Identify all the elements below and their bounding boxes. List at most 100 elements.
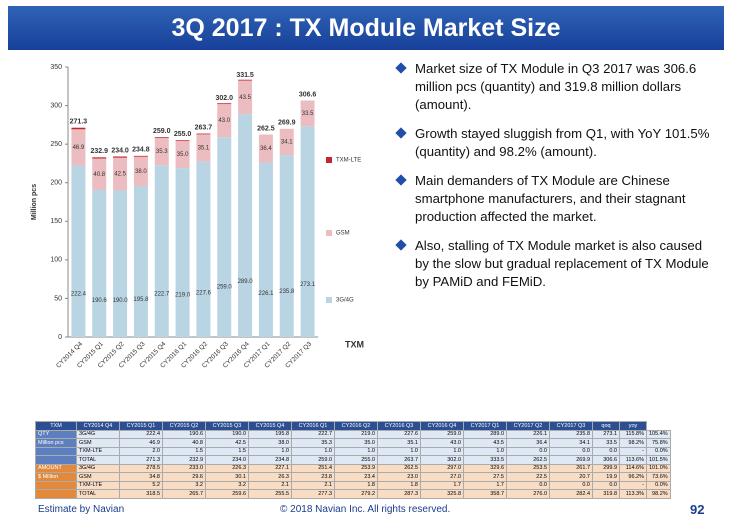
y-tick-label: 350	[50, 64, 62, 71]
row-label: TXM-LTE	[76, 480, 120, 490]
cell: 329.6	[463, 463, 507, 473]
cell: 1.0	[291, 446, 335, 456]
cell: 233.0	[162, 463, 206, 473]
legend-label: 3G/4G	[336, 298, 354, 304]
cell: 234.8	[248, 455, 292, 465]
cell: 318.5	[119, 489, 163, 499]
bar-segment	[92, 157, 107, 159]
bullet-list: Market size of TX Module in Q3 2017 was …	[395, 60, 715, 302]
header-row: TXM CY2014 Q4 CY2015 Q1 CY2015 Q2 CY2015 Q3 C…	[35, 421, 671, 431]
cell: 227.1	[248, 463, 292, 473]
bar-segment	[196, 161, 211, 337]
cell: 261.7	[549, 463, 593, 473]
group-cell: $ Million	[35, 472, 77, 482]
legend-label: TXM-LTE	[336, 158, 361, 164]
cell: 27.0	[420, 472, 464, 482]
cell: 306.6	[592, 455, 620, 465]
header-cell: CY2016 Q1	[291, 421, 335, 431]
cell: 33.5	[592, 438, 620, 448]
cell: 263.7	[377, 455, 421, 465]
bar-segment	[133, 155, 148, 157]
bullet: Main demanders of TX Module are Chinese …	[395, 172, 715, 226]
header-cell: yoy	[619, 421, 647, 431]
legend-swatch	[326, 297, 332, 303]
cell: 235.8	[549, 429, 593, 439]
data-label: 35.1	[198, 145, 210, 151]
cell: 96.2%	[619, 472, 647, 482]
row-label: 3G/4G	[76, 429, 120, 439]
bar-segment	[133, 156, 148, 186]
cell: 35.0	[334, 438, 378, 448]
cell: 190.6	[162, 429, 206, 439]
cell: 0.0	[549, 480, 593, 490]
bar-segment	[113, 156, 128, 158]
cell: -	[619, 480, 647, 490]
cell: 262.5	[377, 463, 421, 473]
cell: 43.5	[463, 438, 507, 448]
bar-segment	[217, 104, 232, 138]
data-label: 38.0	[135, 169, 147, 175]
cell: 34.1	[549, 438, 593, 448]
cell: 222.4	[119, 429, 163, 439]
data-label: 222.4	[71, 292, 87, 298]
cell: 278.5	[119, 463, 163, 473]
cell: 232.9	[162, 455, 206, 465]
bar-segment	[196, 133, 211, 135]
group-cell: AMOUNT	[35, 463, 77, 473]
bar-segment	[196, 134, 211, 162]
cell: 0.0%	[646, 446, 671, 456]
table-row: AMOUNT 3G/4G 278.5 233.0 226.3 227.1 251.4 253.…	[35, 463, 671, 473]
total-label: 234.0	[111, 147, 129, 154]
data-label: 40.8	[93, 172, 105, 178]
row-label: GSM	[76, 472, 120, 482]
cell: 114.6%	[619, 463, 647, 473]
cell: 30.1	[205, 472, 249, 482]
data-label: 235.8	[279, 289, 295, 295]
cell: 190.0	[205, 429, 249, 439]
bar-segment	[154, 137, 169, 138]
cell: 255.0	[334, 455, 378, 465]
cell: 234.0	[205, 455, 249, 465]
cell: 299.9	[592, 463, 620, 473]
data-label: 33.5	[302, 111, 314, 117]
bullet: Growth stayed sluggish from Q1, with YoY…	[395, 125, 715, 161]
cell: 1.0	[377, 446, 421, 456]
bullet: Also, stalling of TX Module market is al…	[395, 237, 715, 291]
table-row: $ Million GSM 34.8 29.6 30.1 26.3 23.8 23.4 23.0…	[35, 472, 671, 482]
cell: 226.3	[205, 463, 249, 473]
cell: 105.4%	[646, 429, 671, 439]
cell: 0.0	[592, 446, 620, 456]
cell: 23.4	[334, 472, 378, 482]
cell: 259.0	[420, 429, 464, 439]
cell: 3.2	[205, 480, 249, 490]
cell: 273.1	[592, 429, 620, 439]
cell: 287.3	[377, 489, 421, 499]
cell: 279.2	[334, 489, 378, 499]
cell: 113.3%	[619, 489, 647, 499]
cell: 269.9	[549, 455, 593, 465]
data-label: 195.8	[133, 297, 149, 303]
cell: 0.0%	[646, 480, 671, 490]
cell: 319.8	[592, 489, 620, 499]
legend-swatch	[326, 230, 332, 236]
row-label: TOTAL	[76, 489, 120, 499]
data-label: 42.5	[114, 172, 126, 178]
header-cell: CY2016 Q4	[420, 421, 464, 431]
cell: 1.8	[377, 480, 421, 490]
cell: 2.1	[248, 480, 292, 490]
group-cell	[35, 446, 77, 456]
title-banner: 3Q 2017 : TX Module Market Size	[8, 6, 724, 50]
cell: 36.4	[506, 438, 550, 448]
cell: 1.0	[463, 446, 507, 456]
legend-swatch	[326, 157, 332, 163]
cell: 282.4	[549, 489, 593, 499]
bar-segment	[238, 114, 253, 337]
header-cell: CY2015 Q4	[248, 421, 292, 431]
table-row: TOTAL 318.5 265.7 259.6 255.5 277.3 279.2 287.3…	[35, 489, 671, 499]
cell: 115.8%	[619, 429, 647, 439]
cell: 5.2	[119, 480, 163, 490]
cell: 219.0	[334, 429, 378, 439]
data-label: 190.6	[92, 298, 108, 304]
cell: 289.0	[463, 429, 507, 439]
